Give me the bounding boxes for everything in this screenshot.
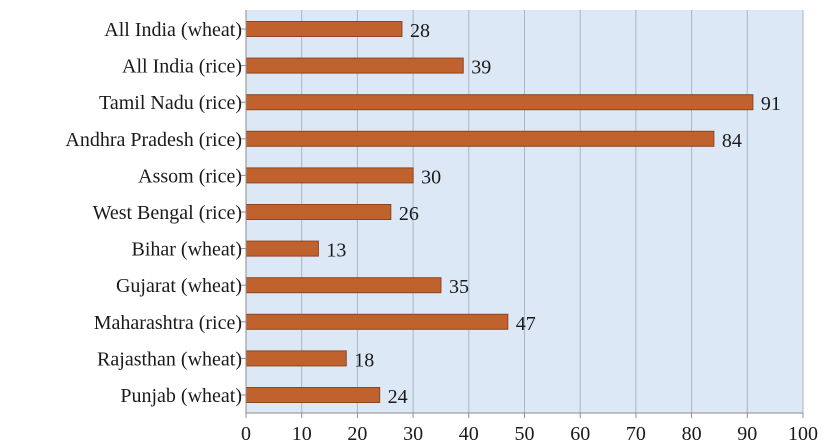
- x-tick-label: 30: [403, 423, 423, 443]
- bar: [245, 240, 319, 257]
- category-label: Rajasthan (wheat): [97, 348, 242, 370]
- category-label: Gujarat (wheat): [116, 275, 242, 297]
- value-label: 47: [516, 313, 536, 335]
- value-label: 26: [399, 203, 419, 225]
- category-label: All India (rice): [122, 56, 242, 78]
- value-label: 39: [471, 57, 491, 79]
- value-label: 91: [761, 93, 781, 115]
- value-label: 84: [722, 130, 742, 152]
- bar: [245, 313, 509, 330]
- bar: [245, 130, 715, 147]
- x-tick-label: 0: [241, 423, 251, 443]
- bar: [245, 21, 403, 37]
- x-tick-label: 90: [737, 423, 757, 443]
- bar: [245, 387, 381, 403]
- value-label: 13: [326, 240, 346, 262]
- bar: [245, 167, 414, 184]
- bar: [245, 350, 347, 367]
- bar: [245, 94, 754, 111]
- bar: [245, 277, 442, 294]
- bar: [245, 57, 464, 74]
- x-tick-label: 80: [682, 423, 702, 443]
- category-labels: All India (wheat) All India (rice) Tamil N…: [65, 19, 246, 407]
- category-label: Bihar (wheat): [131, 239, 242, 261]
- bar: [245, 204, 392, 220]
- category-label: Punjab (wheat): [120, 385, 242, 407]
- category-label: All India (wheat): [104, 19, 242, 41]
- value-label: 18: [354, 349, 374, 371]
- x-tick-label: 50: [515, 423, 535, 443]
- x-axis-ticks: 0 10 20 30 40 50 60 70 80 90 100: [241, 413, 818, 443]
- category-label: Tamil Nadu (rice): [99, 92, 242, 114]
- category-label: Andhra Pradesh (rice): [65, 129, 242, 151]
- value-label: 35: [449, 276, 469, 298]
- value-label: 30: [421, 166, 441, 188]
- x-tick-label: 40: [459, 423, 479, 443]
- value-label: 24: [388, 386, 408, 408]
- category-label: Assom (rice): [138, 165, 242, 187]
- x-tick-label: 100: [788, 423, 818, 443]
- x-tick-label: 20: [347, 423, 367, 443]
- category-label: West Bengal (rice): [93, 202, 242, 224]
- value-label: 28: [410, 20, 430, 42]
- category-label: Maharashtra (rice): [94, 312, 242, 334]
- x-tick-label: 70: [626, 423, 646, 443]
- x-tick-label: 60: [570, 423, 590, 443]
- x-tick-label: 10: [292, 423, 312, 443]
